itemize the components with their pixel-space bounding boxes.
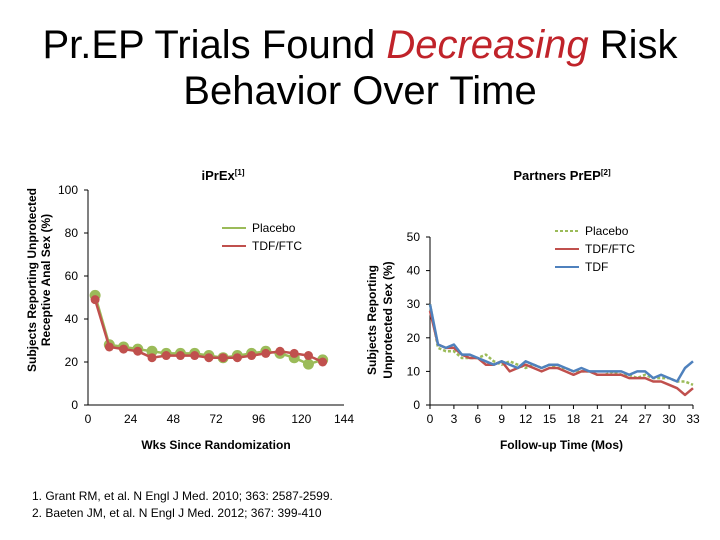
x-tick-label: 24 (615, 412, 629, 426)
series-line-tdf (428, 303, 694, 383)
x-tick-label: 18 (567, 412, 581, 426)
x-tick-label: 24 (124, 412, 138, 426)
data-point (90, 295, 100, 305)
data-point (318, 357, 328, 367)
title-before: Pr.EP Trials Found (42, 23, 387, 67)
data-point (161, 351, 171, 361)
x-axis-label: Wks Since Randomization (141, 438, 290, 452)
data-point (261, 348, 271, 358)
y-tick-label: 0 (71, 398, 78, 412)
data-point (146, 345, 158, 357)
chart-2: Partners PrEP[2] 0 10 20 30 40 50 0 3 6 9 12 15 18 21 2… (365, 168, 700, 452)
references: 1. Grant RM, et al. N Engl J Med. 2010; … (32, 488, 333, 522)
x-tick-label: 120 (291, 412, 311, 426)
series-line-placebo (428, 303, 694, 386)
chart-title-ref: [2] (601, 168, 611, 177)
y-tick-label: 100 (58, 183, 78, 197)
x-axis-label: Follow-up Time (Mos) (500, 438, 623, 452)
data-point (289, 348, 299, 358)
data-point (302, 358, 314, 370)
data-point (190, 351, 200, 361)
y-axis-label-line2: Unprotected Sex (%) (381, 261, 395, 378)
chart-title-text: iPrEx (201, 168, 235, 183)
series-line-tdf-ftc (428, 310, 694, 397)
data-point (275, 346, 285, 356)
x-tick-label: 33 (686, 412, 700, 426)
chart-title: iPrEx[1] (201, 168, 244, 183)
y-tick-label: 20 (65, 355, 79, 369)
title-after: Risk Behavior Over Time (183, 23, 678, 113)
x-tick-label: 96 (252, 412, 266, 426)
data-point (204, 353, 214, 363)
legend-label: TDF/FTC (585, 242, 635, 256)
data-point (147, 353, 157, 363)
reference-1: 1. Grant RM, et al. N Engl J Med. 2010; … (32, 489, 333, 503)
data-point (232, 353, 242, 363)
y-tick-label: 40 (407, 264, 421, 278)
x-tick-label: 6 (474, 412, 481, 426)
data-point (247, 351, 257, 361)
page-title: Pr.EP Trials Found Decreasing Risk Behav… (0, 22, 720, 114)
legend-label: TDF (585, 260, 608, 274)
x-tick-label: 72 (209, 412, 223, 426)
data-point (218, 353, 228, 363)
y-tick-label: 30 (407, 297, 421, 311)
x-tick-label: 0 (85, 412, 92, 426)
chart-title-ref: [1] (235, 168, 245, 177)
x-tick-label: 27 (639, 412, 653, 426)
x-tick-label: 9 (498, 412, 505, 426)
legend-label: Placebo (252, 221, 296, 235)
y-axis-label-line1: Subjects Reporting (365, 265, 379, 375)
x-tick-label: 48 (167, 412, 181, 426)
y-tick-label: 50 (407, 230, 421, 244)
legend-label: TDF/FTC (252, 239, 302, 253)
chart-1: iPrEx[1] 0 20 40 60 80 100 0 24 48 72 96 120 144 Wks S… (25, 168, 354, 452)
x-tick-label: 0 (427, 412, 434, 426)
data-point (119, 344, 129, 354)
y-tick-label: 20 (407, 331, 421, 345)
chart-title: Partners PrEP[2] (513, 168, 611, 183)
x-tick-label: 30 (662, 412, 676, 426)
y-axis-label-line2: Receptive Anal Sex (%) (39, 214, 53, 346)
data-point (104, 342, 114, 352)
chart-title-text: Partners PrEP (513, 168, 601, 183)
y-axis-label-line1: Subjects Reporting Unprotected (25, 188, 39, 372)
x-tick-label: 15 (543, 412, 557, 426)
x-tick-label: 21 (591, 412, 605, 426)
y-tick-label: 0 (413, 398, 420, 412)
legend-label: Placebo (585, 224, 629, 238)
data-point (133, 346, 143, 356)
data-point (175, 351, 185, 361)
y-tick-label: 40 (65, 312, 79, 326)
reference-2: 2. Baeten JM, et al. N Engl J Med. 2012;… (32, 506, 322, 520)
y-tick-label: 10 (407, 364, 421, 378)
data-point (303, 351, 313, 361)
title-highlight: Decreasing (386, 23, 589, 67)
x-tick-label: 144 (334, 412, 354, 426)
y-tick-label: 80 (65, 226, 79, 240)
x-tick-label: 3 (451, 412, 458, 426)
y-tick-label: 60 (65, 269, 79, 283)
x-tick-label: 12 (519, 412, 533, 426)
